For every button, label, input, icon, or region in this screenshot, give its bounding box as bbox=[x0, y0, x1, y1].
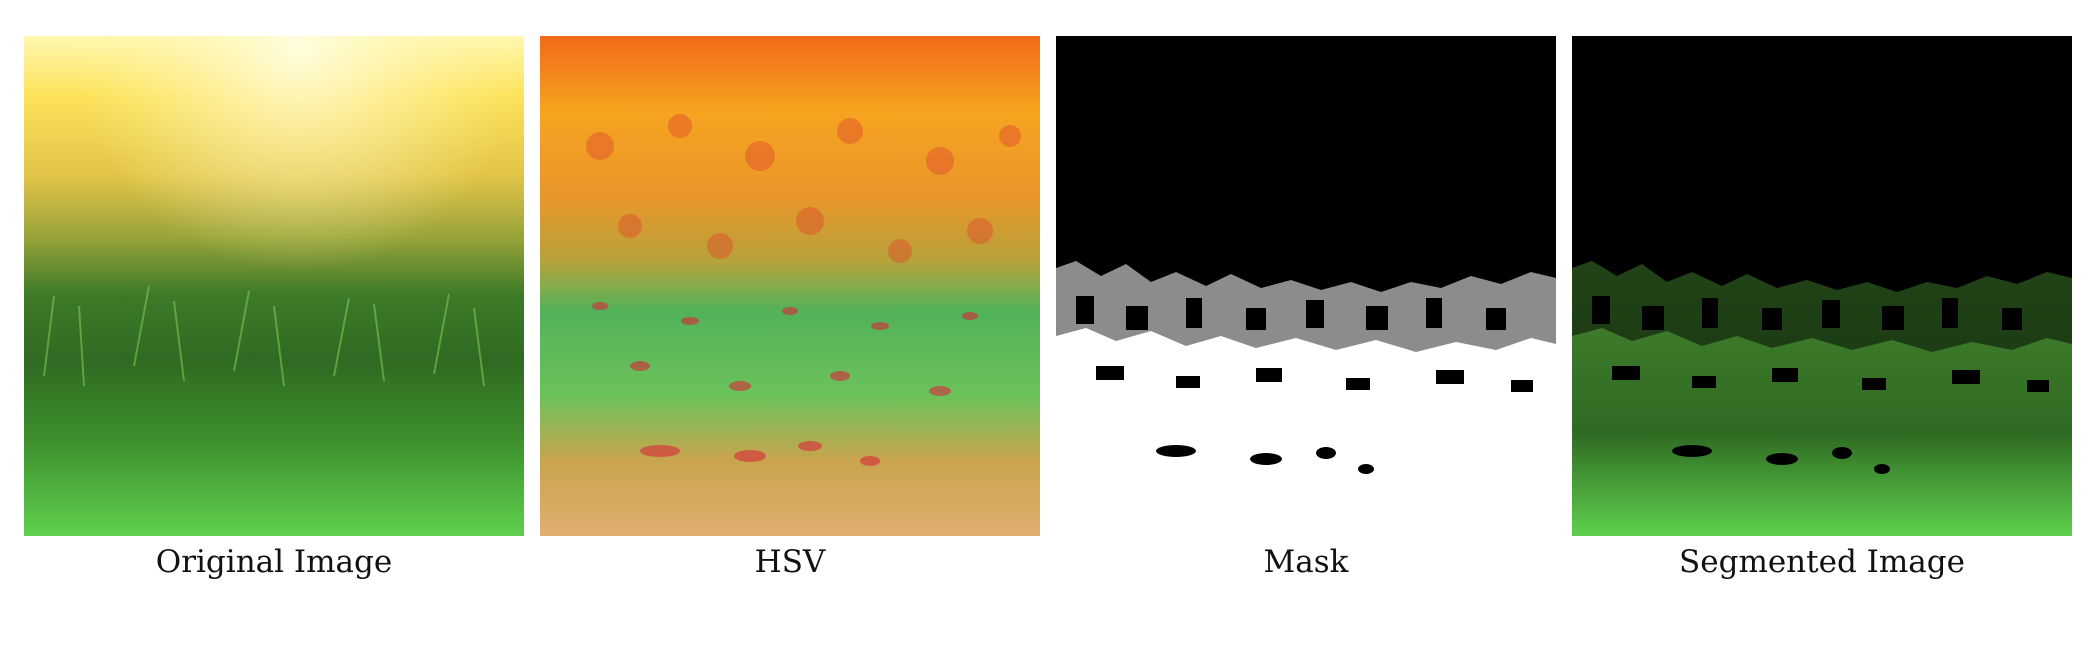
original-image bbox=[24, 36, 524, 536]
caption-hsv: HSV bbox=[754, 544, 826, 580]
mask-image bbox=[1056, 36, 1556, 536]
caption-segmented: Segmented Image bbox=[1679, 544, 1965, 580]
caption-mask: Mask bbox=[1263, 544, 1349, 580]
panel-hsv: HSV bbox=[540, 36, 1040, 582]
panel-segmented: Segmented Image bbox=[1572, 36, 2072, 582]
caption-original: Original Image bbox=[155, 544, 393, 580]
panel-mask: Mask bbox=[1056, 36, 1556, 582]
panel-original: Original Image bbox=[24, 36, 524, 582]
hsv-image bbox=[540, 36, 1040, 536]
segmented-image bbox=[1572, 36, 2072, 536]
